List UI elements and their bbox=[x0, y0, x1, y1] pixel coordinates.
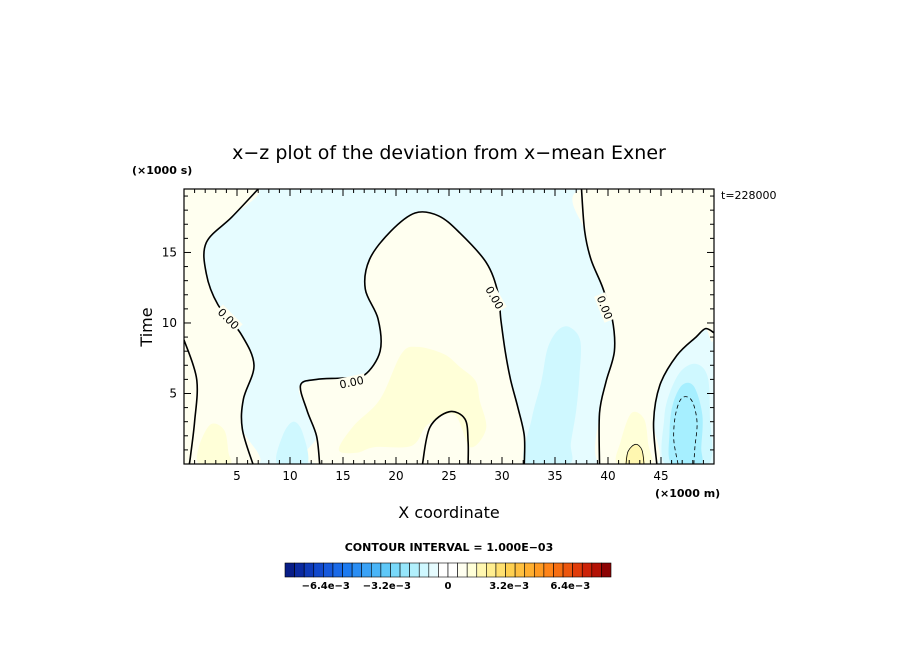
x-tick-label: 5 bbox=[233, 469, 241, 483]
contour-label: 0.00 bbox=[338, 374, 365, 392]
zero-contour-line bbox=[421, 410, 470, 464]
negative-contour-line bbox=[673, 396, 698, 464]
shaded-region-pos3 bbox=[625, 444, 646, 464]
shaded-region-neg2 bbox=[276, 421, 309, 464]
colorbar-swatch bbox=[284, 562, 295, 578]
contour-label-group: 0.00 bbox=[336, 373, 367, 392]
y-axis-unit: (×1000 s) bbox=[132, 164, 192, 177]
colorbar-tick-label: 6.4e−3 bbox=[550, 581, 590, 592]
y-axis-label: Time bbox=[137, 307, 156, 347]
time-label: t=228000 bbox=[721, 189, 777, 202]
zero-contour-line bbox=[299, 211, 526, 464]
colorbar-swatch bbox=[323, 562, 334, 578]
shaded-region-neg2 bbox=[523, 326, 582, 464]
colorbar-swatch bbox=[390, 562, 401, 578]
colorbar-swatch bbox=[505, 562, 516, 578]
colorbar-swatch bbox=[553, 562, 564, 578]
colorbar-swatch bbox=[370, 562, 382, 578]
colorbar-swatch bbox=[486, 562, 497, 578]
x-tick-label: 35 bbox=[547, 469, 562, 483]
colorbar-swatch bbox=[572, 562, 583, 578]
colorbar-swatch bbox=[399, 562, 410, 578]
colorbar-swatch bbox=[313, 562, 324, 578]
colorbar-swatch bbox=[466, 562, 478, 578]
contour-label-bg bbox=[482, 282, 507, 313]
contour-label-bg bbox=[593, 292, 616, 323]
colorbar-tick-label: −6.4e−3 bbox=[302, 581, 350, 592]
zero-contour-line bbox=[184, 339, 199, 464]
colorbar-swatch bbox=[294, 562, 305, 578]
colorbar-swatch bbox=[438, 562, 449, 578]
colorbar-swatch bbox=[332, 562, 343, 578]
colorbar-swatch bbox=[342, 562, 353, 578]
tick-layer: 5 10 15 20 25 30 35 40 45 5 10 15 bbox=[162, 189, 714, 483]
colorbar-swatch bbox=[428, 562, 439, 578]
x-axis-label: X coordinate bbox=[398, 503, 499, 522]
colorbar-swatch bbox=[533, 562, 545, 578]
colorbar-swatch bbox=[601, 562, 612, 578]
colorbar-tick-label: 0 bbox=[445, 581, 452, 592]
contour-label-bg bbox=[336, 373, 367, 391]
positive-contour-line bbox=[625, 443, 645, 464]
shading-layer bbox=[184, 189, 714, 464]
colorbar-swatch bbox=[543, 562, 554, 578]
colorbar-swatch bbox=[495, 562, 506, 578]
contour-interval-label: CONTOUR INTERVAL = 1.000E−03 bbox=[345, 541, 554, 554]
colorbar-swatch bbox=[409, 562, 420, 578]
colorbar-swatch bbox=[303, 562, 315, 578]
shaded-region-pos2 bbox=[196, 423, 232, 464]
shaded-region-pos2 bbox=[615, 411, 653, 464]
x-tick-label: 25 bbox=[441, 469, 456, 483]
colorbar-swatch bbox=[361, 562, 372, 578]
colorbar-tick-label: 3.2e−3 bbox=[489, 581, 529, 592]
colorbar-swatch bbox=[457, 562, 468, 578]
colorbar-swatch bbox=[514, 562, 526, 578]
x-tick-label: 20 bbox=[388, 469, 403, 483]
colorbar-swatch bbox=[380, 562, 391, 578]
colorbar-swatch bbox=[581, 562, 593, 578]
colorbar-swatch bbox=[524, 562, 535, 578]
shaded-region-neg3 bbox=[668, 382, 703, 464]
zero-contour-line bbox=[652, 327, 714, 464]
chart-title: x−z plot of the deviation from x−mean Ex… bbox=[232, 142, 666, 164]
colorbar-swatch bbox=[351, 562, 363, 578]
colorbar-swatch bbox=[476, 562, 487, 578]
colorbar-tick-label: −3.2e−3 bbox=[363, 581, 411, 592]
x-tick-label: 10 bbox=[282, 469, 297, 483]
x-tick-label: 30 bbox=[494, 469, 509, 483]
shaded-region-pos1 bbox=[572, 189, 714, 464]
y-tick-label: 15 bbox=[162, 245, 177, 259]
colorbar-swatch bbox=[591, 562, 602, 578]
x-tick-label: 40 bbox=[600, 469, 615, 483]
x-tick-label: 15 bbox=[335, 469, 350, 483]
colorbar-swatch bbox=[562, 562, 573, 578]
colorbar-swatch bbox=[447, 562, 458, 578]
x-tick-label: 45 bbox=[653, 469, 668, 483]
contour-label-bg bbox=[214, 304, 243, 333]
y-tick-label: 10 bbox=[162, 316, 177, 330]
colorbar: −6.4e−3 −3.2e−3 0 3.2e−3 6.4e−3 bbox=[284, 562, 612, 592]
shaded-region-pos1 bbox=[184, 189, 261, 464]
shaded-region-pos2 bbox=[338, 346, 487, 454]
colorbar-swatch bbox=[418, 562, 430, 578]
contour-layer bbox=[184, 189, 714, 464]
y-tick-label: 5 bbox=[169, 386, 177, 400]
x-axis-unit: (×1000 m) bbox=[655, 487, 720, 500]
